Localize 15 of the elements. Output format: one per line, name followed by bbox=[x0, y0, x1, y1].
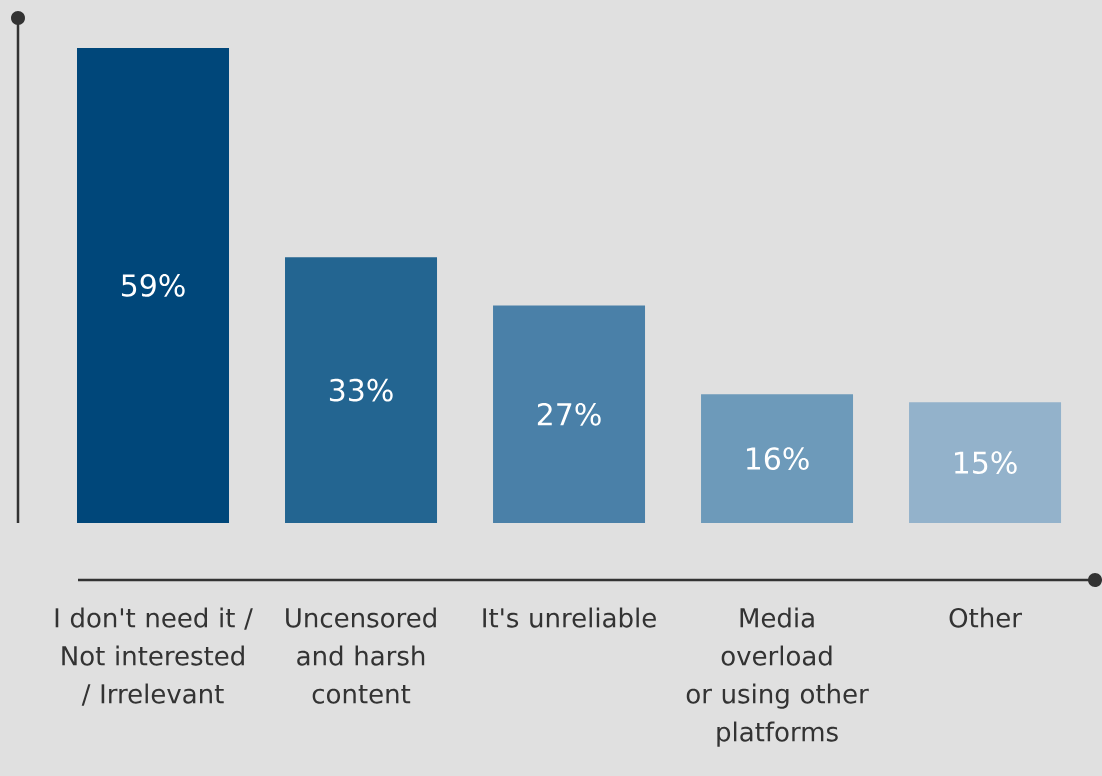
data-label: 33% bbox=[329, 378, 393, 402]
data-label: 15% bbox=[955, 451, 1017, 474]
bar bbox=[285, 257, 438, 523]
data-label: 59% bbox=[121, 274, 185, 297]
data-label: 16% bbox=[746, 447, 809, 470]
bar bbox=[909, 402, 1062, 523]
x-tick-label: Uncensored and harsh content bbox=[286, 607, 436, 704]
bar bbox=[493, 305, 646, 523]
data-label: 27% bbox=[537, 402, 601, 426]
x-tick-label: It's unreliable bbox=[483, 607, 656, 628]
x-tick-label: I don't need it / Not interested / Irrelevant bbox=[55, 607, 253, 706]
bar bbox=[77, 47, 230, 523]
bar bbox=[701, 394, 854, 523]
x-tick-label: Other bbox=[949, 607, 1022, 628]
x-tick-label: Media overload or using other platforms bbox=[686, 607, 869, 747]
